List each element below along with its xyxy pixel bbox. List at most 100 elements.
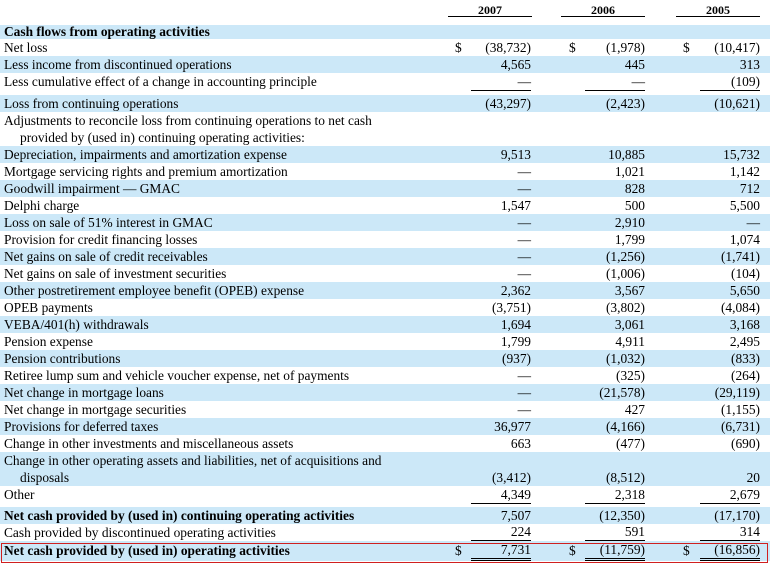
row-label-text: Net change in mortgage securities (4, 402, 187, 417)
row-label-text: Provision for credit financing losses (4, 232, 198, 247)
value-2007: 7,507 (500, 508, 531, 523)
table-row: Net cash provided by (used in) continuin… (0, 507, 770, 524)
table-row: Other 4,349 2,318 2,679 (0, 486, 770, 504)
value-2006: 3,061 (614, 317, 645, 332)
value-2007: 4,565 (500, 57, 531, 72)
row-label-text: Adjustments to reconcile loss from conti… (4, 113, 372, 128)
table-row: Loss on sale of 51% interest in GMAC — 2,9… (0, 214, 770, 231)
table-row: OPEB payments (3,751) (3,802) (4,084) (0, 299, 770, 316)
value-2007: 4,349 (471, 486, 531, 504)
currency-symbol: $ (569, 40, 576, 55)
value-2005: (104) (730, 266, 760, 281)
column-header-2007: 2007 (448, 0, 532, 20)
row-label-text: Less cumulative effect of a change in ac… (4, 74, 317, 89)
table-row: Retiree lump sum and vehicle voucher exp… (0, 367, 770, 384)
value-2006: 1,021 (614, 164, 645, 179)
row-label-text: Pension contributions (4, 351, 121, 366)
value-2005: (10,621) (714, 96, 760, 111)
value-2007: (38,732) (485, 40, 531, 55)
table-row: Goodwill impairment — GMAC — 828 712 (0, 180, 770, 197)
value-2005: 1,074 (729, 232, 760, 247)
row-label-text: Net cash provided by (used in) operating… (4, 543, 290, 558)
row-label-text: Net change in mortgage loans (4, 385, 164, 400)
value-2006: 828 (624, 181, 645, 196)
value-2006: 10,885 (608, 147, 645, 162)
value-2007: — (517, 215, 531, 230)
value-2005: 5,650 (729, 283, 760, 298)
value-2006: (1,978) (605, 40, 645, 55)
value-2006: 2,318 (585, 486, 645, 504)
row-label: Depreciation, impairments and amortizati… (4, 146, 287, 163)
value-2005: (264) (730, 368, 760, 383)
row-label-text: VEBA/401(h) withdrawals (4, 317, 149, 332)
row-label-text: Net loss (4, 40, 48, 55)
row-label: Net loss (4, 39, 48, 56)
value-2006: (2,423) (605, 96, 645, 111)
row-label: Pension expense (4, 333, 93, 350)
row-label-text: Pension expense (4, 334, 93, 349)
column-header-2005: 2005 (676, 0, 760, 20)
value-2005: (109) (700, 73, 760, 91)
value-2007: (937) (501, 351, 531, 366)
value-2006: 500 (624, 198, 645, 213)
currency-symbol: $ (455, 543, 462, 558)
row-label: Adjustments to reconcile loss from conti… (4, 112, 372, 146)
column-year: 2007 (478, 3, 502, 17)
row-label-text: Provisions for deferred taxes (4, 419, 159, 434)
table-row: Delphi charge 1,547 500 5,500 (0, 197, 770, 214)
table-row: Loss from continuing operations (43,297) (… (0, 95, 770, 112)
value-2005: (1,155) (720, 402, 760, 417)
table-row: Provision for credit financing losses — 1,… (0, 231, 770, 248)
value-2007: (3,412) (491, 470, 531, 485)
row-label: Other postretirement employee benefit (O… (4, 282, 304, 299)
row-label: Less income from discontinued operations (4, 56, 232, 73)
row-label: Other (4, 486, 35, 504)
currency-symbol: $ (455, 40, 462, 55)
value-2005: (10,417) (714, 40, 760, 55)
value-2006: (1,032) (605, 351, 645, 366)
table-row: Pension contributions (937) (1,032) (833) (0, 350, 770, 367)
value-2005: 2,679 (700, 486, 760, 504)
value-2006: 427 (624, 402, 645, 417)
value-2006: (3,802) (605, 300, 645, 315)
row-label: Loss on sale of 51% interest in GMAC (4, 214, 213, 231)
row-label-continuation: provided by (used in) continuing operati… (20, 130, 305, 145)
row-label: Provisions for deferred taxes (4, 418, 158, 435)
value-2007: (43,297) (485, 96, 531, 111)
value-2005: 712 (739, 181, 760, 196)
value-2005: 20 (746, 470, 760, 485)
value-2005: (833) (730, 351, 760, 366)
value-2007: — (517, 385, 531, 400)
currency-symbol: $ (683, 543, 690, 558)
value-2006: 591 (585, 524, 645, 541)
value-2006: 1,799 (614, 232, 645, 247)
row-label: Cash flows from operating activities (4, 25, 210, 39)
column-year: 2005 (706, 3, 730, 17)
row-label: Net gains on sale of credit receivables (4, 248, 208, 265)
row-label-text: Other (4, 487, 35, 502)
value-2007: — (517, 368, 531, 383)
table-row: Less cumulative effect of a change in ac… (0, 73, 770, 91)
value-2006: 4,911 (615, 334, 645, 349)
value-2006: (4,166) (605, 419, 645, 434)
value-2005: 1,142 (729, 164, 760, 179)
value-2005: 5,500 (729, 198, 760, 213)
table-row: Adjustments to reconcile loss from conti… (0, 112, 770, 146)
row-label-text: Mortgage servicing rights and premium am… (4, 164, 288, 179)
row-label-text: Less income from discontinued operations (4, 57, 232, 72)
value-2006: 3,567 (614, 283, 645, 298)
row-label: Net change in mortgage loans (4, 384, 164, 401)
row-label-text: Loss on sale of 51% interest in GMAC (4, 215, 213, 230)
currency-symbol: $ (569, 543, 576, 558)
value-2005: 314 (700, 524, 760, 541)
table-row: Net change in mortgage loans — (21,578) (29… (0, 384, 770, 401)
value-2005: 2,495 (729, 334, 760, 349)
row-label-text: Net cash provided by (used in) continuin… (4, 508, 355, 523)
value-2007: — (517, 181, 531, 196)
row-label: Less cumulative effect of a change in ac… (4, 73, 317, 91)
row-label-text: Goodwill impairment — GMAC (4, 181, 180, 196)
row-label-text: Change in other operating assets and lia… (4, 453, 382, 468)
value-2007: 2,362 (500, 283, 531, 298)
row-label: Provision for credit financing losses (4, 231, 197, 248)
